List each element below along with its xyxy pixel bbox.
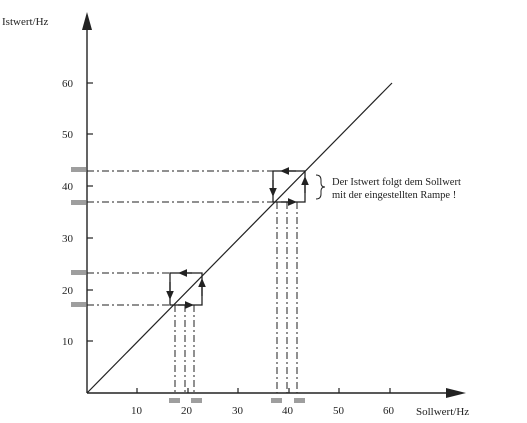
- x-tick-label-30: 30: [232, 405, 244, 417]
- y-axis-hysteresis-markers: [71, 167, 86, 307]
- hysteresis-loop-20: [166, 269, 206, 309]
- x-axis-hysteresis-markers: [169, 398, 305, 403]
- x-tick-label-20: 20: [181, 405, 193, 417]
- y-tick-label-50: 50: [62, 129, 74, 141]
- annotation-brace: [315, 174, 326, 200]
- y-ticks: [87, 82, 93, 342]
- x-tick-label-50: 50: [333, 405, 345, 417]
- y-tick-label-60: 60: [62, 78, 74, 90]
- y-tick-label-20: 20: [62, 285, 74, 297]
- x-ticks: [136, 388, 391, 393]
- x-tick-label-60: 60: [383, 405, 395, 417]
- characteristic-line: [86, 82, 393, 394]
- y-axis-arrow-icon: [82, 12, 92, 30]
- horizontal-projection-lines: [87, 170, 305, 306]
- hysteresis-loop-40: [269, 167, 309, 206]
- annotation-line-1: Der Istwert folgt dem Sollwert: [332, 177, 461, 188]
- x-axis-arrow-icon: [446, 388, 466, 398]
- x-axis-title: Sollwert/Hz: [416, 406, 469, 418]
- y-tick-label-40: 40: [62, 181, 74, 193]
- annotation-line-2: mit der eingestellten Rampe !: [332, 190, 456, 201]
- x-tick-label-10: 10: [131, 405, 143, 417]
- y-tick-label-10: 10: [62, 336, 74, 348]
- y-axis-title: Istwert/Hz: [2, 16, 49, 28]
- x-tick-label-40: 40: [282, 405, 294, 417]
- y-tick-label-30: 30: [62, 233, 74, 245]
- vertical-projection-lines: [174, 202, 298, 393]
